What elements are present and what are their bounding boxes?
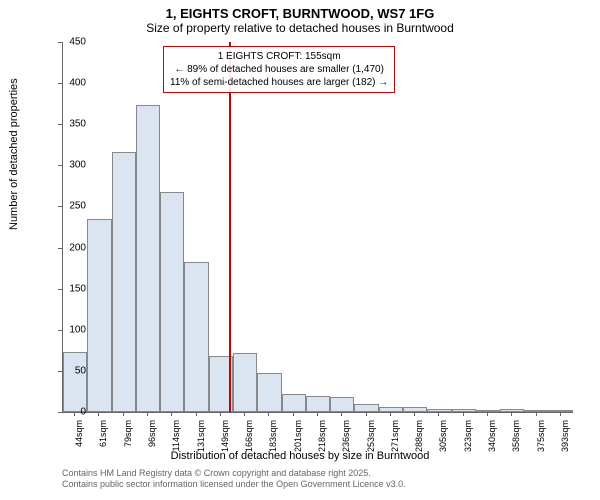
x-tick-mark — [196, 412, 197, 416]
histogram-bar — [549, 410, 573, 412]
plot-area: 1 EIGHTS CROFT: 155sqm← 89% of detached … — [62, 42, 573, 413]
x-tick-label: 166sqm — [244, 420, 254, 452]
x-tick-label: 288sqm — [414, 420, 424, 452]
x-tick-mark — [98, 412, 99, 416]
x-tick-label: 149sqm — [220, 420, 230, 452]
histogram-bar — [524, 410, 548, 412]
footer-line2: Contains public sector information licen… — [62, 479, 406, 490]
y-tick-mark — [58, 206, 62, 207]
x-tick-label: 375sqm — [536, 420, 546, 452]
x-tick-mark — [123, 412, 124, 416]
histogram-bar — [427, 409, 451, 412]
x-tick-mark — [293, 412, 294, 416]
x-tick-label: 96sqm — [147, 420, 157, 447]
x-tick-mark — [414, 412, 415, 416]
histogram-bar — [87, 219, 111, 412]
x-tick-mark — [487, 412, 488, 416]
x-tick-label: 218sqm — [317, 420, 327, 452]
chart-title-sub: Size of property relative to detached ho… — [0, 21, 600, 39]
footer-attribution: Contains HM Land Registry data © Crown c… — [62, 468, 406, 490]
x-tick-label: 114sqm — [171, 420, 181, 451]
x-tick-mark — [366, 412, 367, 416]
x-tick-label: 183sqm — [268, 420, 278, 452]
x-tick-label: 61sqm — [98, 420, 108, 447]
x-tick-mark — [244, 412, 245, 416]
x-tick-label: 253sqm — [366, 420, 376, 452]
y-tick-mark — [58, 165, 62, 166]
x-tick-mark — [390, 412, 391, 416]
y-tick-mark — [58, 124, 62, 125]
x-tick-label: 393sqm — [560, 420, 570, 452]
x-tick-mark — [511, 412, 512, 416]
histogram-bar — [452, 409, 476, 412]
x-tick-mark — [341, 412, 342, 416]
x-tick-label: 323sqm — [463, 420, 473, 452]
x-tick-label: 340sqm — [487, 420, 497, 452]
histogram-bar — [136, 105, 160, 413]
histogram-bar — [184, 262, 208, 412]
x-tick-mark — [463, 412, 464, 416]
x-tick-label: 305sqm — [438, 420, 448, 452]
histogram-bar — [112, 152, 136, 412]
x-tick-label: 79sqm — [123, 420, 133, 447]
x-tick-label: 271sqm — [390, 420, 400, 452]
x-tick-mark — [74, 412, 75, 416]
x-tick-mark — [171, 412, 172, 416]
info-box-line: ← 89% of detached houses are smaller (1,… — [170, 63, 388, 76]
x-tick-mark — [220, 412, 221, 416]
property-marker-line — [229, 42, 231, 412]
x-tick-label: 201sqm — [293, 420, 303, 452]
histogram-bar — [500, 409, 524, 412]
x-tick-label: 131sqm — [196, 420, 206, 452]
y-tick-mark — [58, 371, 62, 372]
x-axis-label: Distribution of detached houses by size … — [0, 450, 600, 462]
x-tick-mark — [560, 412, 561, 416]
histogram-bar — [330, 397, 354, 412]
x-tick-mark — [536, 412, 537, 416]
histogram-bar — [379, 407, 403, 412]
info-box: 1 EIGHTS CROFT: 155sqm← 89% of detached … — [163, 46, 395, 93]
histogram-bar — [282, 394, 306, 412]
x-tick-mark — [268, 412, 269, 416]
x-tick-label: 44sqm — [74, 420, 84, 447]
x-tick-mark — [438, 412, 439, 416]
y-tick-mark — [58, 330, 62, 331]
footer-line1: Contains HM Land Registry data © Crown c… — [62, 468, 406, 479]
y-tick-mark — [58, 248, 62, 249]
y-tick-mark — [58, 289, 62, 290]
info-box-line: 1 EIGHTS CROFT: 155sqm — [170, 50, 388, 63]
histogram-bar — [354, 404, 378, 412]
histogram-bar — [63, 352, 87, 412]
info-box-line: 11% of semi-detached houses are larger (… — [170, 76, 388, 89]
x-tick-mark — [317, 412, 318, 416]
x-tick-label: 358sqm — [511, 420, 521, 452]
histogram-bar — [160, 192, 184, 412]
chart-title-main: 1, EIGHTS CROFT, BURNTWOOD, WS7 1FG — [0, 0, 600, 21]
y-tick-mark — [58, 42, 62, 43]
histogram-bar — [403, 407, 427, 412]
histogram-bar — [257, 373, 281, 412]
x-tick-mark — [147, 412, 148, 416]
histogram-bar — [233, 353, 257, 412]
y-tick-mark — [58, 83, 62, 84]
y-tick-mark — [58, 412, 62, 413]
x-tick-label: 236sqm — [341, 420, 351, 452]
y-axis-label: Number of detached properties — [8, 78, 20, 230]
histogram-bar — [306, 396, 330, 412]
